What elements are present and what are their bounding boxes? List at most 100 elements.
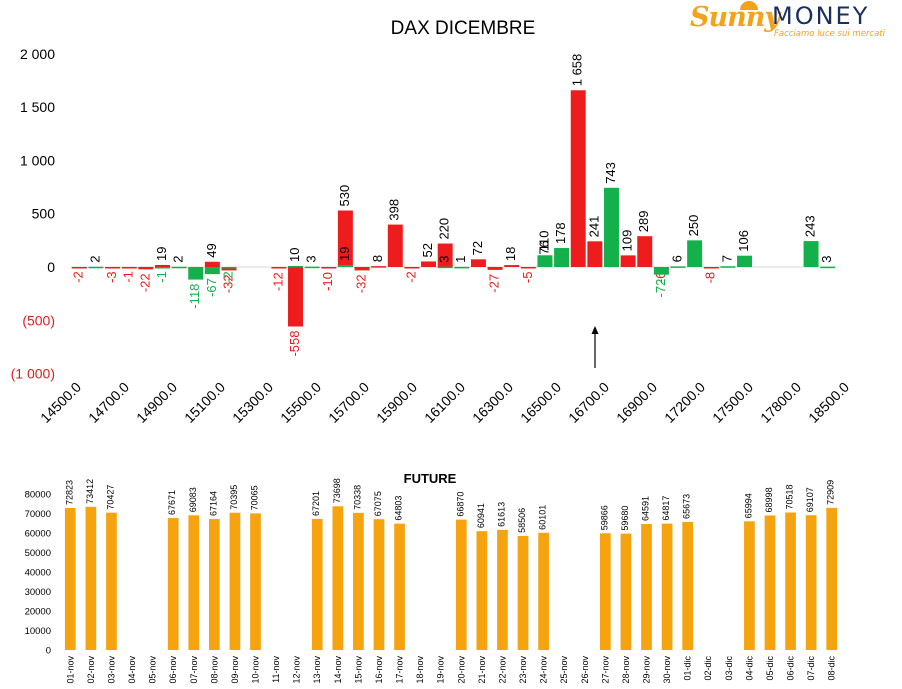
bar (88, 266, 104, 269)
x-tick-label: 01-nov (65, 656, 75, 684)
bar (487, 267, 503, 270)
data-label: 70427 (105, 485, 115, 510)
bar (803, 241, 819, 267)
bar (188, 267, 204, 280)
data-label: 70518 (785, 484, 795, 509)
data-label: 289 (636, 210, 651, 232)
data-label: -1 (121, 271, 136, 283)
data-label: 18 (503, 247, 518, 261)
bar (64, 507, 76, 650)
bar (229, 512, 241, 650)
bar (271, 267, 287, 269)
data-label: 65994 (743, 493, 753, 518)
bar (371, 266, 387, 268)
x-tick-label: 18500.0 (805, 379, 852, 426)
y-tick-label: 0 (47, 259, 55, 275)
y-tick-label: 40000 (25, 568, 51, 579)
data-label: 58506 (517, 508, 527, 533)
x-tick-label: 17800.0 (757, 379, 804, 426)
bar (805, 515, 817, 650)
bar (154, 267, 170, 269)
bar (304, 266, 320, 269)
bar (720, 266, 736, 268)
bar (744, 521, 755, 650)
bar (497, 529, 508, 650)
data-label: 66870 (455, 492, 465, 517)
bar (71, 267, 87, 269)
bar (604, 187, 619, 267)
y-tick-label: 20000 (25, 607, 51, 618)
x-tick-label: 15100.0 (181, 379, 228, 426)
x-tick-label: 03-dic (724, 656, 734, 681)
x-tick-label: 28-nov (621, 656, 631, 684)
x-tick-label: 22-nov (497, 656, 507, 684)
data-label: -3 (104, 271, 119, 283)
bar (353, 512, 364, 650)
data-label: 67075 (373, 491, 383, 516)
x-tick-label: 17500.0 (709, 379, 756, 426)
x-tick-label: 16900.0 (613, 379, 660, 426)
bar (785, 512, 796, 650)
bar (154, 264, 170, 267)
data-label: 69083 (188, 487, 198, 512)
bar (394, 523, 405, 650)
bar (454, 266, 470, 269)
bar (537, 255, 553, 267)
x-tick-label: 20-nov (456, 656, 466, 684)
bar (85, 506, 97, 650)
data-label: -32 (353, 274, 368, 293)
x-tick-label: 06-nov (168, 656, 178, 684)
x-tick-label: 07-dic (806, 656, 816, 681)
data-label: 2 (171, 256, 186, 263)
bar (337, 264, 353, 267)
bar (670, 266, 686, 268)
data-label: 178 (553, 222, 568, 244)
data-label: -72 (653, 279, 668, 298)
y-tick-label: 500 (32, 206, 56, 222)
x-tick-label: 04-nov (127, 656, 137, 684)
x-tick-label: 23-nov (518, 656, 528, 684)
data-label: 3 (437, 255, 452, 262)
bar (167, 518, 179, 650)
bar (188, 515, 200, 650)
bar (387, 224, 403, 267)
data-label: 73412 (85, 479, 95, 504)
x-tick-label: 02-dic (703, 656, 713, 681)
data-label: -5 (520, 272, 535, 284)
x-tick-label: 12-nov (292, 656, 302, 684)
x-tick-label: 14500.0 (37, 379, 84, 426)
data-label: 110 (536, 231, 551, 252)
data-label: 250 (686, 215, 701, 237)
data-label: 60941 (476, 503, 486, 528)
bar (321, 267, 337, 269)
x-tick-label: 26-nov (580, 656, 590, 684)
data-label: 19 (337, 247, 352, 261)
data-label: 241 (586, 216, 601, 238)
data-label: 76 (536, 240, 551, 254)
data-label: 220 (437, 218, 452, 240)
bar (764, 515, 776, 650)
bar (311, 518, 323, 650)
data-label: 1 658 (570, 54, 585, 87)
logo-tagline: Facciamo luce sui mercati (774, 29, 886, 39)
bar (470, 259, 486, 267)
bar (437, 243, 453, 267)
x-tick-label: 16500.0 (517, 379, 564, 426)
y-tick-label: (1 000) (11, 366, 55, 382)
data-label: 109 (620, 230, 635, 252)
data-label: -6 (653, 272, 668, 284)
x-tick-label: 05-nov (148, 656, 158, 684)
data-label: 59866 (599, 505, 609, 530)
x-tick-label: 16-nov (374, 656, 384, 684)
bar (404, 267, 420, 269)
bar (620, 255, 636, 267)
x-tick-label: 16300.0 (469, 379, 516, 426)
bar (826, 507, 838, 650)
bar (570, 90, 586, 267)
x-tick-label: 08-nov (209, 656, 219, 684)
x-tick-label: 15900.0 (373, 379, 420, 426)
data-label: 64591 (641, 496, 651, 521)
bar (820, 266, 836, 269)
x-tick-label: 01-dic (683, 656, 693, 681)
x-tick-label: 04-dic (744, 656, 754, 681)
